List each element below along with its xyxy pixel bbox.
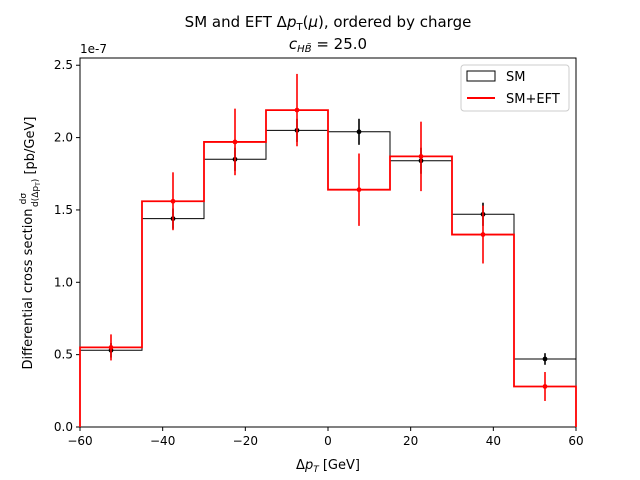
x-tick-label: −40 (150, 434, 175, 448)
y-tick-label: 2.5 (54, 58, 73, 72)
sm-eft-point (418, 154, 424, 159)
svg-text:Differential cross section dσd: Differential cross section dσ d(ΔpT) [pb/… (19, 117, 42, 370)
y-tick-label: 0.0 (54, 420, 73, 434)
x-tick-label: 20 (403, 434, 418, 448)
y-tick-label: 0.5 (54, 348, 73, 362)
sm-eft-point (480, 232, 486, 237)
sm-eft-point (170, 198, 176, 204)
sm-eft-point (356, 187, 362, 193)
sm-eft-point (542, 384, 548, 389)
x-tick-label: −60 (67, 434, 92, 448)
y-offset-label: 1e-7 (80, 42, 107, 56)
x-axis: −60 −40 −20 0 20 40 60 (67, 427, 584, 448)
x-tick-label: −20 (233, 434, 258, 448)
sm-point (542, 356, 548, 362)
y-tick-label: 1.0 (54, 275, 73, 289)
x-tick-label: 0 (324, 434, 332, 448)
x-tick-label: 60 (568, 434, 583, 448)
legend-sm-label: SM (506, 70, 525, 85)
sm-eft-histogram (79, 109, 577, 427)
sm-point (356, 129, 362, 135)
legend: SM SM+EFT (460, 64, 570, 112)
chart-title: SM and EFT ΔpT(μ), ordered by charge (185, 13, 472, 33)
y-axis-label: Differential cross section dσ d(ΔpT) [pb/… (19, 117, 42, 370)
y-tick-label: 1.5 (54, 203, 73, 217)
x-tick-label: 40 (486, 434, 501, 448)
chart-subtitle: cHB̃ = 25.0 (289, 35, 367, 55)
x-axis-label: ΔpT [GeV] (296, 458, 360, 475)
y-tick-label: 2.0 (54, 131, 73, 145)
sm-eft-point (108, 345, 114, 350)
y-axis: 0.0 0.5 1.0 1.5 2.0 2.5 (54, 58, 80, 434)
legend-sm-swatch (466, 70, 496, 82)
legend-eft-label: SM+EFT (506, 92, 560, 107)
sm-eft-point (294, 107, 300, 113)
series-layer (79, 73, 577, 427)
sm-eft-point (232, 139, 238, 145)
